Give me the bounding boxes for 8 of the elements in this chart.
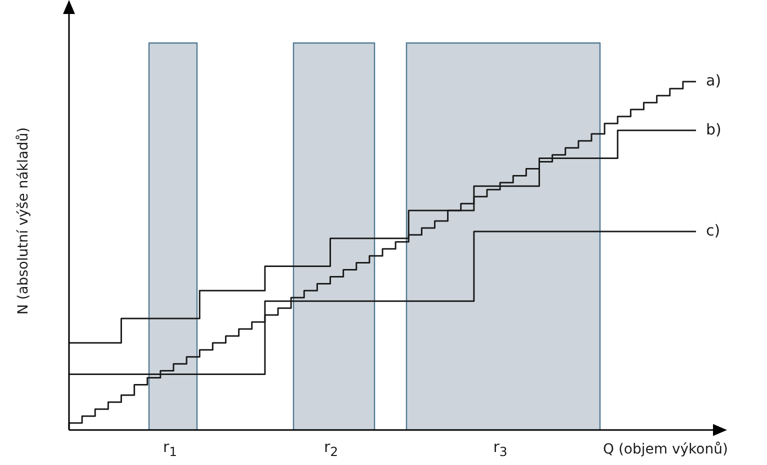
- x-axis-title: Q (objem výkonů): [603, 442, 728, 458]
- series-label: c): [706, 221, 720, 240]
- series-label: a): [706, 72, 722, 90]
- text: r$_{3}$: [493, 438, 508, 459]
- series-label: b): [706, 120, 722, 138]
- text: r$_{1}$: [162, 438, 178, 459]
- text: r$_{2}$: [324, 438, 338, 459]
- y-axis-title: N (absolutní výše nákladů): [16, 127, 32, 315]
